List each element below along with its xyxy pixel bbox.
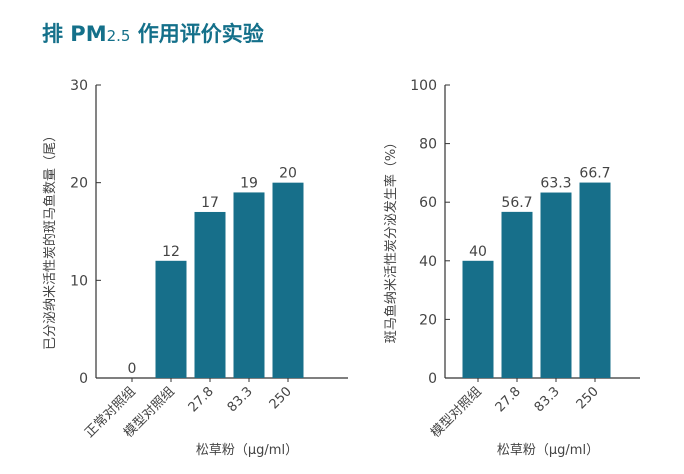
y-axis-title: 斑马鱼纳米活性炭分泌发生率（%） [383, 136, 399, 343]
title-suffix: 作用评价实验 [130, 22, 264, 46]
data-label: 56.7 [501, 195, 532, 211]
data-label: 19 [240, 175, 258, 191]
data-label: 12 [162, 244, 180, 260]
x-tick-label: 27.8 [186, 384, 217, 415]
bar [501, 211, 533, 378]
x-axis-title: 松草粉（μg/ml） [497, 443, 599, 458]
data-label: 63.3 [540, 176, 571, 192]
bar [155, 260, 187, 378]
y-tick-label: 10 [70, 273, 88, 289]
chart-1: 01020300正常对照组12模型对照组1727.81983.320250已分泌… [42, 78, 348, 458]
data-label: 66.7 [579, 166, 610, 182]
x-tick-label: 83.3 [225, 384, 256, 415]
data-label: 17 [201, 195, 219, 211]
x-tick-label: 250 [574, 384, 602, 412]
x-tick-label: 模型对照组 [428, 384, 485, 441]
y-tick-label: 80 [419, 137, 437, 153]
y-tick-label: 20 [419, 312, 437, 328]
y-tick-label: 100 [410, 78, 437, 94]
x-tick-label: 83.3 [532, 384, 563, 415]
title-prefix: 排 PM [42, 22, 107, 46]
y-tick-label: 30 [70, 78, 88, 94]
data-label: 20 [279, 166, 297, 182]
bar [540, 192, 572, 378]
title-subscript: 2.5 [106, 27, 131, 45]
bar [579, 182, 611, 378]
x-tick-label: 27.8 [493, 384, 524, 415]
bar [272, 182, 304, 378]
y-tick-label: 40 [419, 254, 437, 270]
data-label: 0 [128, 361, 137, 377]
y-tick-label: 0 [428, 371, 437, 387]
data-label: 40 [469, 244, 487, 260]
bar [194, 211, 226, 378]
y-axis-title: 已分泌纳米活性炭的斑马鱼数量（尾） [42, 129, 58, 350]
x-tick-label: 250 [267, 384, 295, 412]
bar [233, 192, 265, 378]
y-tick-label: 0 [79, 371, 88, 387]
bar [462, 260, 494, 378]
y-tick-label: 60 [419, 195, 437, 211]
y-tick-label: 20 [70, 176, 88, 192]
x-axis-title: 松草粉（μg/ml） [196, 443, 298, 458]
page-title: 排 PM2.5 作用评价实验 [42, 18, 264, 48]
chart-2: 0 20 40 60 80 100 40 模型对照组 56.7 27.8 63.3 83.3 66.7 2… [383, 78, 640, 458]
